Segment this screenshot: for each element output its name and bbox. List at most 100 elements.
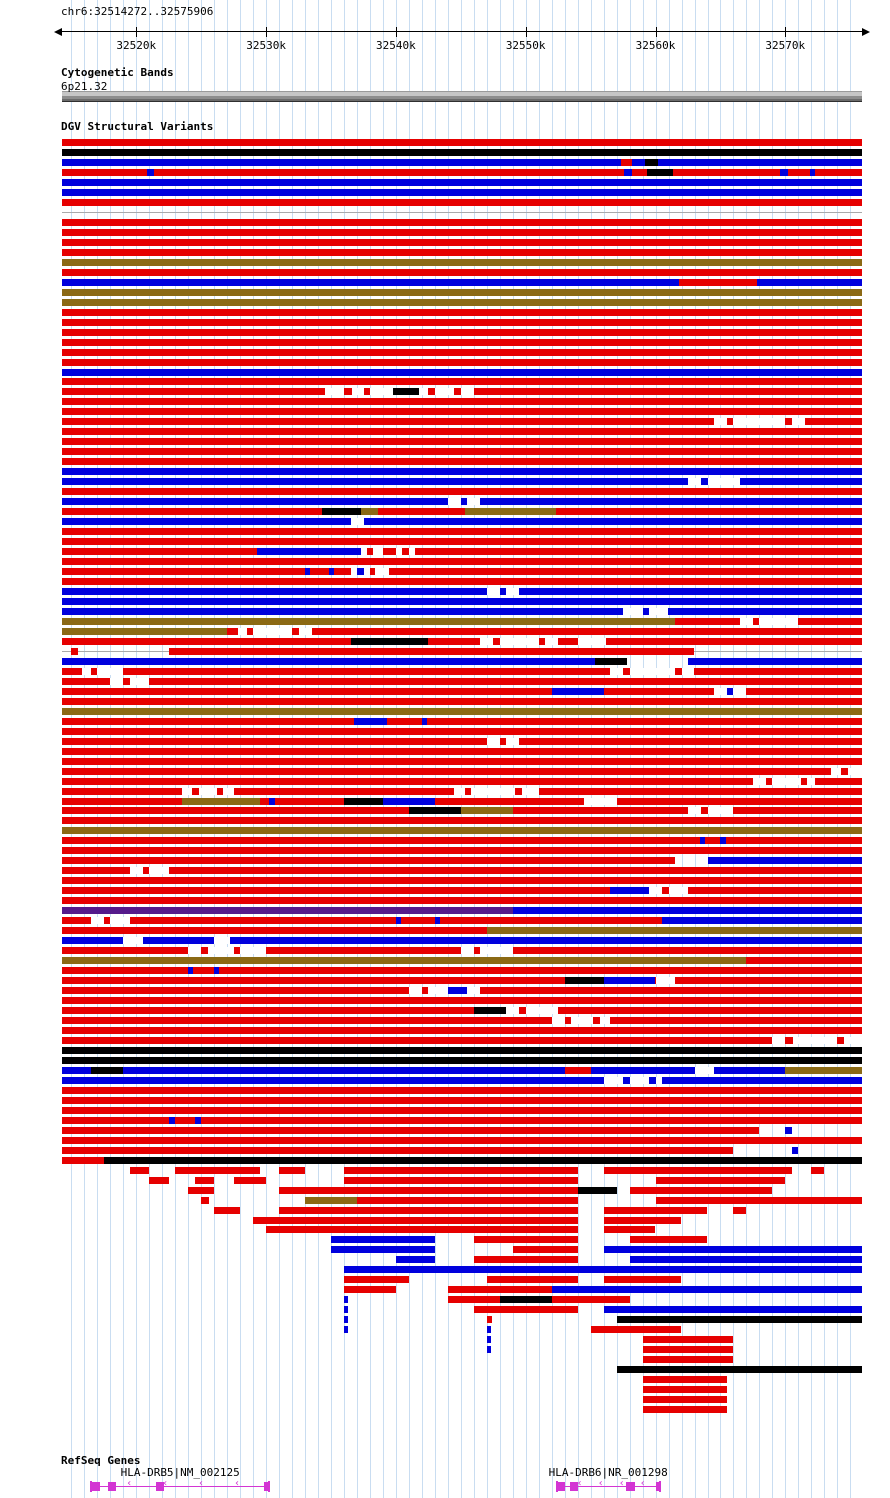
- variant-bar[interactable]: [512, 907, 862, 915]
- variant-bar[interactable]: [421, 987, 429, 994]
- variant-bar[interactable]: [62, 308, 862, 316]
- variant-bar[interactable]: [603, 1276, 682, 1284]
- variant-bar[interactable]: [62, 288, 862, 296]
- variant-bar[interactable]: [642, 1356, 734, 1364]
- gene-intron-line[interactable]: [90, 1486, 271, 1487]
- variant-bar[interactable]: [62, 817, 862, 825]
- variant-bar[interactable]: [62, 568, 862, 575]
- variant-bar[interactable]: [357, 1196, 578, 1204]
- variant-bar[interactable]: [62, 977, 862, 984]
- variant-bar[interactable]: [62, 587, 862, 595]
- variant-bar[interactable]: [62, 927, 487, 935]
- variant-bar[interactable]: [785, 1066, 862, 1074]
- variant-bar[interactable]: [246, 627, 254, 635]
- variant-bar[interactable]: [62, 597, 862, 605]
- variant-bar[interactable]: [62, 1016, 862, 1024]
- variant-bar[interactable]: [62, 1076, 862, 1084]
- variant-bar[interactable]: [62, 747, 862, 755]
- variant-bar[interactable]: [421, 717, 428, 725]
- variant-bar[interactable]: [62, 607, 862, 615]
- variant-bar[interactable]: [62, 168, 862, 176]
- variant-bar[interactable]: [603, 1206, 708, 1214]
- variant-bar[interactable]: [62, 767, 862, 775]
- variant-bar[interactable]: [610, 887, 649, 895]
- variant-bar[interactable]: [344, 1166, 578, 1174]
- variant-bar[interactable]: [188, 967, 194, 975]
- variant-bar[interactable]: [785, 418, 792, 426]
- variant-bar[interactable]: [62, 1036, 862, 1044]
- variant-bar[interactable]: [360, 508, 378, 516]
- variant-bar[interactable]: [350, 637, 429, 645]
- variant-bar[interactable]: [62, 887, 862, 895]
- variant-bar[interactable]: [460, 807, 513, 815]
- variant-bar[interactable]: [454, 388, 461, 396]
- variant-bar[interactable]: [473, 1256, 578, 1264]
- variant-bar[interactable]: [629, 1236, 708, 1244]
- variant-bar[interactable]: [726, 687, 734, 695]
- variant-bar[interactable]: [62, 378, 862, 386]
- variant-bar[interactable]: [593, 1016, 600, 1024]
- variant-bar[interactable]: [123, 677, 130, 685]
- variant-bar[interactable]: [646, 168, 673, 176]
- variant-bar[interactable]: [62, 149, 862, 156]
- variant-bar[interactable]: [499, 587, 507, 595]
- gene-exon[interactable]: [655, 1482, 661, 1491]
- scroll-left-arrow-icon[interactable]: [54, 28, 62, 36]
- variant-bar[interactable]: [473, 1306, 578, 1314]
- variant-bar[interactable]: [837, 1036, 844, 1044]
- variant-bar[interactable]: [194, 1176, 215, 1184]
- variant-bar[interactable]: [642, 1406, 727, 1413]
- variant-bar[interactable]: [616, 1366, 862, 1374]
- variant-bar[interactable]: [746, 957, 862, 965]
- variant-bar[interactable]: [201, 947, 208, 955]
- variant-bar[interactable]: [791, 1146, 799, 1154]
- variant-bar[interactable]: [62, 797, 862, 805]
- variant-bar[interactable]: [62, 717, 862, 725]
- variant-bar[interactable]: [344, 388, 352, 396]
- variant-bar[interactable]: [367, 548, 373, 555]
- variant-bar[interactable]: [473, 1236, 578, 1244]
- variant-bar[interactable]: [62, 937, 862, 945]
- variant-bar[interactable]: [62, 408, 862, 416]
- variant-bar[interactable]: [62, 1136, 862, 1144]
- gene-exon[interactable]: [569, 1482, 578, 1491]
- variant-bar[interactable]: [62, 398, 862, 406]
- variant-bar[interactable]: [780, 168, 788, 176]
- variant-bar[interactable]: [447, 987, 468, 994]
- variant-bar[interactable]: [201, 1196, 209, 1204]
- variant-bar[interactable]: [71, 647, 78, 655]
- variant-bar[interactable]: [62, 458, 862, 466]
- variant-bar[interactable]: [62, 248, 862, 256]
- variant-bar[interactable]: [62, 707, 862, 715]
- variant-bar[interactable]: [408, 807, 461, 815]
- variant-bar[interactable]: [62, 997, 862, 1004]
- variant-bar[interactable]: [493, 637, 500, 645]
- variant-bar[interactable]: [603, 977, 656, 984]
- variant-bar[interactable]: [103, 1156, 862, 1164]
- variant-bar[interactable]: [62, 667, 862, 675]
- variant-bar[interactable]: [733, 1206, 747, 1214]
- variant-bar[interactable]: [62, 957, 747, 965]
- variant-bar[interactable]: [192, 787, 199, 795]
- variant-bar[interactable]: [62, 857, 675, 865]
- variant-bar[interactable]: [62, 1056, 862, 1064]
- variant-bar[interactable]: [62, 1066, 862, 1074]
- scroll-right-arrow-icon[interactable]: [862, 28, 870, 36]
- variant-bar[interactable]: [800, 777, 808, 785]
- variant-bar[interactable]: [62, 967, 862, 975]
- variant-bar[interactable]: [688, 657, 862, 665]
- gene-exon[interactable]: [555, 1482, 565, 1491]
- variant-bar[interactable]: [428, 388, 435, 396]
- variant-bar[interactable]: [344, 797, 383, 805]
- variant-bar[interactable]: [629, 1186, 773, 1194]
- variant-bar[interactable]: [473, 947, 481, 955]
- variant-bar[interactable]: [149, 1176, 169, 1184]
- variant-bar[interactable]: [103, 917, 111, 925]
- variant-bar[interactable]: [268, 797, 276, 805]
- variant-bar[interactable]: [62, 757, 862, 765]
- variant-bar[interactable]: [62, 278, 862, 286]
- variant-bar[interactable]: [62, 827, 862, 835]
- variant-bar[interactable]: [447, 1296, 500, 1304]
- variant-bar[interactable]: [564, 1016, 572, 1024]
- variant-bar[interactable]: [62, 847, 862, 855]
